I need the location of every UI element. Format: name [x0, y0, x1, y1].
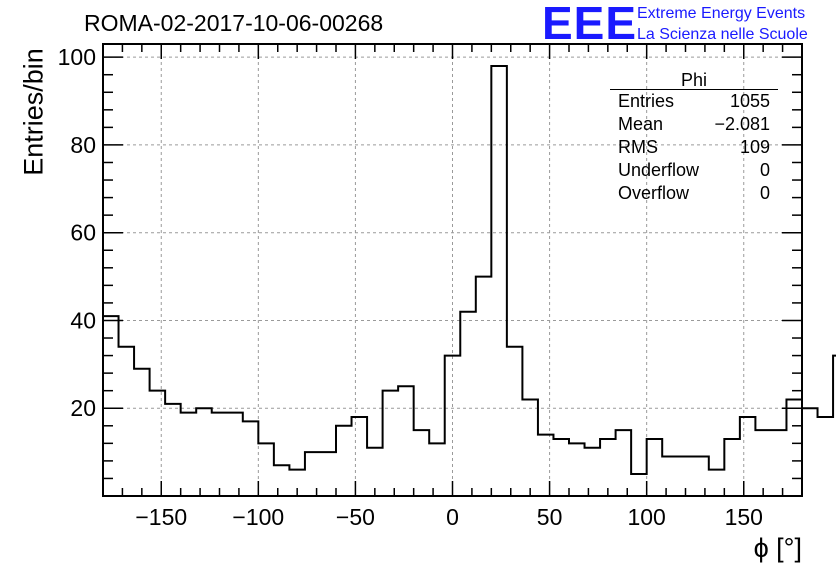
- histogram-bin: [647, 439, 663, 496]
- x-tick-label: −50: [336, 504, 375, 530]
- stats-label: RMS: [618, 137, 658, 157]
- y-tick-label: 20: [70, 395, 96, 421]
- stats-row-rms: RMS 109: [610, 136, 778, 159]
- stats-row-overflow: Overflow 0: [610, 182, 778, 205]
- stats-value: 109: [739, 137, 770, 157]
- histogram-bin: [818, 417, 834, 496]
- histogram-bin: [522, 399, 538, 496]
- logo-line-1: Extreme Energy Events: [637, 5, 806, 22]
- x-tick-label: 0: [446, 504, 459, 530]
- histogram-bin: [693, 457, 709, 496]
- histogram-bin: [600, 439, 616, 496]
- stats-row-entries: Entries 1055: [610, 90, 778, 113]
- histogram-bin: [802, 408, 818, 496]
- histogram-bin: [336, 426, 352, 496]
- histogram-bin: [274, 465, 290, 496]
- y-tick-label: 100: [58, 44, 96, 70]
- x-tick-label: 50: [537, 504, 563, 530]
- y-tick-label: 40: [70, 307, 96, 333]
- histogram-bin: [134, 369, 150, 496]
- histogram-line: [103, 64, 836, 476]
- x-tick-label: −100: [232, 504, 284, 530]
- x-tick-label: 100: [627, 504, 665, 530]
- stats-label: Entries: [618, 91, 675, 111]
- histogram-bin: [553, 439, 569, 496]
- logo-line-2: La Scienza nelle Scuole: [637, 26, 808, 43]
- histogram-bin: [786, 399, 802, 496]
- stats-row-underflow: Underflow 0: [610, 159, 778, 182]
- histogram-bin: [724, 439, 740, 496]
- histogram-bin: [383, 391, 399, 496]
- x-tick-label: −150: [135, 504, 187, 530]
- stats-value: 1055: [729, 91, 770, 111]
- histogram-bin: [227, 413, 243, 496]
- histogram-bin: [491, 66, 507, 496]
- histogram-bin: [196, 408, 212, 496]
- histogram-bin: [538, 435, 554, 496]
- eee-logo: EEE: [542, 0, 638, 49]
- chart-title: ROMA-02-2017-10-06-00268: [84, 10, 384, 36]
- histogram-bin: [181, 413, 197, 496]
- histogram-bin: [258, 443, 274, 496]
- histogram-bin: [352, 417, 368, 496]
- stats-title: Phi: [610, 70, 778, 90]
- stats-label: Overflow: [618, 183, 690, 203]
- histogram-bin: [569, 443, 585, 496]
- histogram-bin: [771, 430, 787, 496]
- stats-row-mean: Mean −2.081: [610, 113, 778, 136]
- histogram-bin: [585, 448, 601, 496]
- y-tick-label: 80: [70, 132, 96, 158]
- histogram-bin: [103, 316, 119, 496]
- histogram-bin: [305, 452, 321, 496]
- histogram-bin: [445, 356, 461, 496]
- histogram-bin: [460, 312, 476, 496]
- histogram-bin: [243, 421, 259, 496]
- y-axis-label: Entries/bin: [18, 48, 49, 176]
- histogram-bin: [740, 417, 756, 496]
- stats-value: 0: [759, 160, 770, 180]
- histogram-bin: [398, 386, 414, 496]
- histogram-bin: [165, 404, 181, 496]
- histogram-bin: [662, 457, 678, 496]
- histogram-bin: [414, 430, 430, 496]
- histogram-bin: [476, 277, 492, 496]
- histogram-bin: [119, 347, 135, 496]
- x-axis-label: ϕ [°]: [753, 533, 802, 563]
- x-tick-label: 150: [725, 504, 763, 530]
- histogram-bin: [429, 443, 445, 496]
- histogram-bin: [320, 452, 336, 496]
- histogram-bin: [709, 470, 725, 496]
- histogram-bin: [616, 430, 632, 496]
- stats-box: Phi Entries 1055 Mean −2.081 RMS 109 Und…: [610, 70, 778, 205]
- histogram-bin: [212, 413, 228, 496]
- stats-label: Underflow: [618, 160, 700, 180]
- histogram-bin: [631, 474, 647, 496]
- histogram-bin: [150, 391, 166, 496]
- stats-value: −2.081: [714, 114, 770, 134]
- stats-label: Mean: [618, 114, 664, 134]
- histogram-bin: [755, 430, 771, 496]
- histogram-bin: [507, 347, 523, 496]
- y-tick-label: 60: [70, 220, 96, 246]
- stats-value: 0: [759, 183, 770, 203]
